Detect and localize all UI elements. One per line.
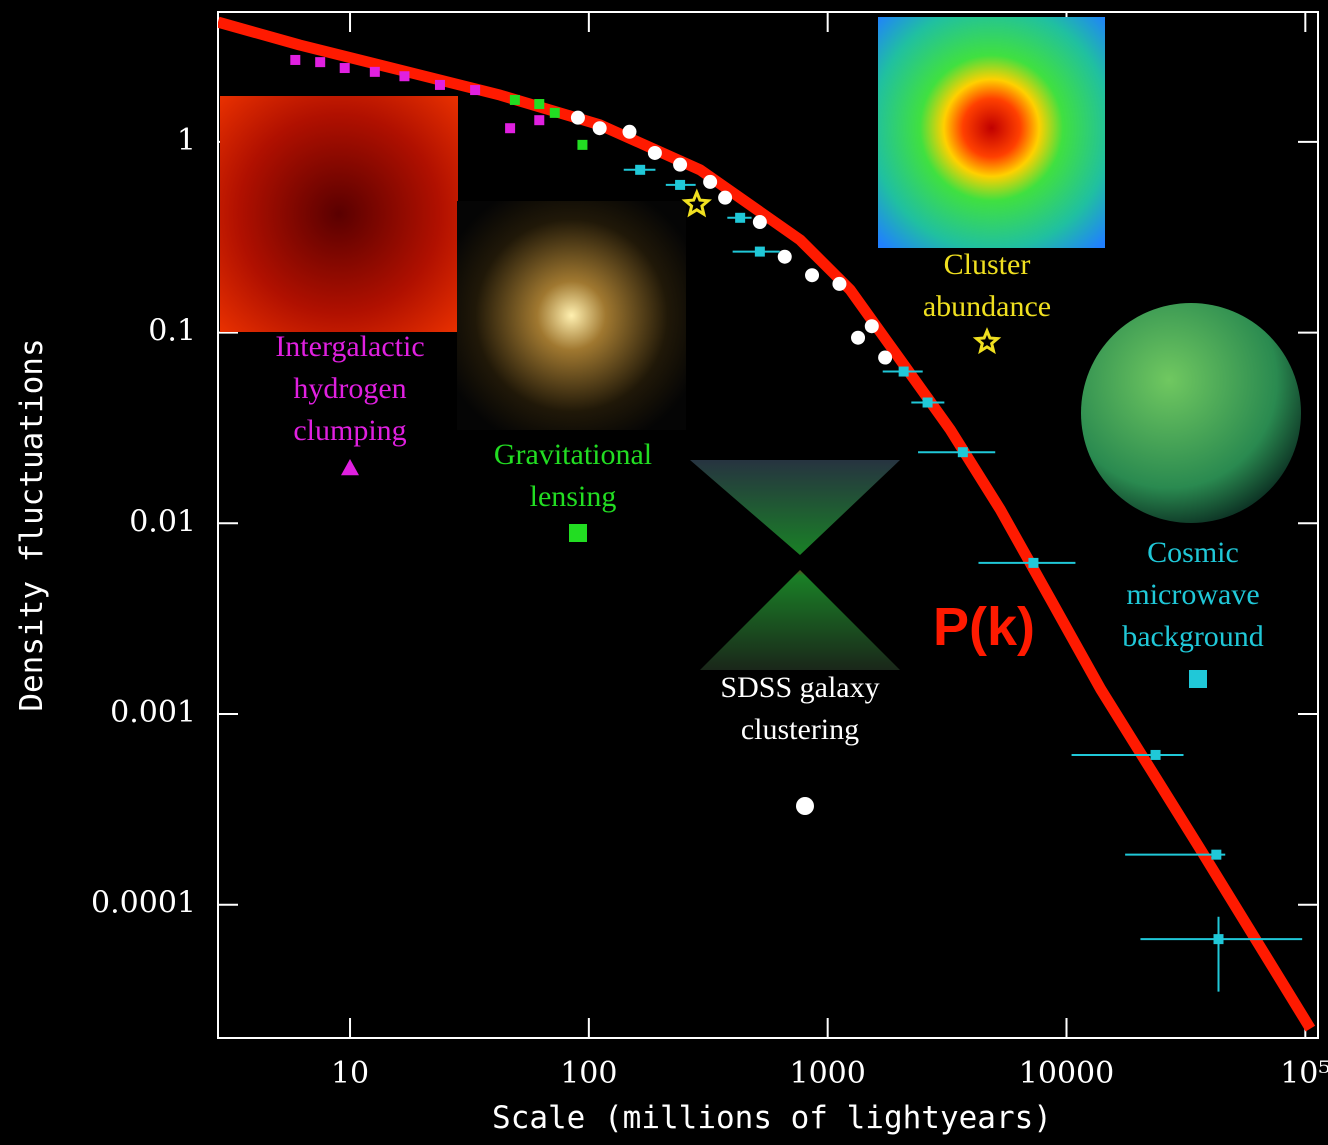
points-layer (290, 54, 1303, 992)
x-axis-title: Scale (millions of lightyears) (492, 1100, 1052, 1136)
point (290, 54, 301, 65)
legend-label: Cosmic microwave background (1122, 536, 1264, 653)
y-tick-label: 0.01 (129, 504, 196, 539)
point (592, 121, 607, 136)
point (673, 157, 688, 172)
point (898, 366, 909, 377)
point (922, 397, 933, 408)
point (577, 139, 588, 150)
point (752, 215, 767, 230)
point (534, 99, 545, 110)
point (1211, 849, 1222, 860)
image-filaments (220, 96, 458, 332)
legend-marker (796, 797, 814, 815)
point (1028, 557, 1039, 568)
point (805, 268, 820, 283)
point (675, 179, 686, 190)
x-tick-label: 10000 (1019, 1056, 1114, 1091)
point (339, 63, 350, 74)
legend-label: Cluster abundance (922, 248, 1052, 323)
image-lensing (457, 201, 686, 430)
point (703, 174, 718, 189)
legend-marker (972, 327, 1002, 355)
point (470, 85, 481, 96)
ticks: 10 100 1000 10000 10⁵ 0.0001 0.001 0.01 0.1 1 (91, 12, 1328, 1091)
point (315, 57, 326, 68)
image-cluster (878, 17, 1105, 248)
point (549, 107, 560, 118)
point (509, 94, 520, 105)
legend-label: Gravitational lensing (493, 438, 653, 513)
legend-label: Intergalactic hydrogen clumping (275, 330, 425, 447)
point (681, 188, 712, 218)
point (434, 79, 445, 90)
point (570, 110, 585, 125)
legend-marker (1189, 670, 1207, 688)
point (369, 66, 380, 77)
point (957, 447, 968, 458)
point (754, 246, 765, 257)
x-tick-label: 1000 (789, 1056, 865, 1091)
point (718, 190, 733, 205)
point (622, 124, 637, 139)
point (878, 350, 893, 365)
curve-layer (218, 16, 1316, 1032)
y-axis-title: Density fluctuations (14, 338, 50, 711)
point (505, 123, 516, 134)
point (1150, 749, 1161, 760)
point (534, 115, 545, 126)
point (399, 71, 410, 82)
x-tick-label: 10 (331, 1056, 369, 1091)
y-tick-label: 0.0001 (91, 886, 196, 921)
x-tick-label: 10⁵ (1280, 1056, 1328, 1091)
point (864, 319, 879, 334)
point (832, 276, 847, 291)
legend-label: SDSS galaxy clustering (720, 671, 880, 746)
legend-marker (569, 524, 587, 542)
point (735, 212, 746, 223)
point (647, 145, 662, 160)
curve-line (218, 16, 1316, 1032)
image-sdss (690, 460, 900, 670)
point (777, 249, 792, 264)
y-tick-label: 0.1 (148, 314, 196, 349)
plot-frame (217, 11, 1319, 1039)
legend-marker (341, 459, 359, 476)
curve-label: P(k) (933, 597, 1036, 657)
x-tick-label: 100 (560, 1056, 617, 1091)
point (851, 330, 866, 345)
y-tick-label: 0.001 (110, 695, 196, 730)
image-cmb (1081, 303, 1301, 523)
point (1213, 934, 1224, 945)
point (635, 164, 646, 175)
y-tick-label: 1 (177, 123, 196, 158)
